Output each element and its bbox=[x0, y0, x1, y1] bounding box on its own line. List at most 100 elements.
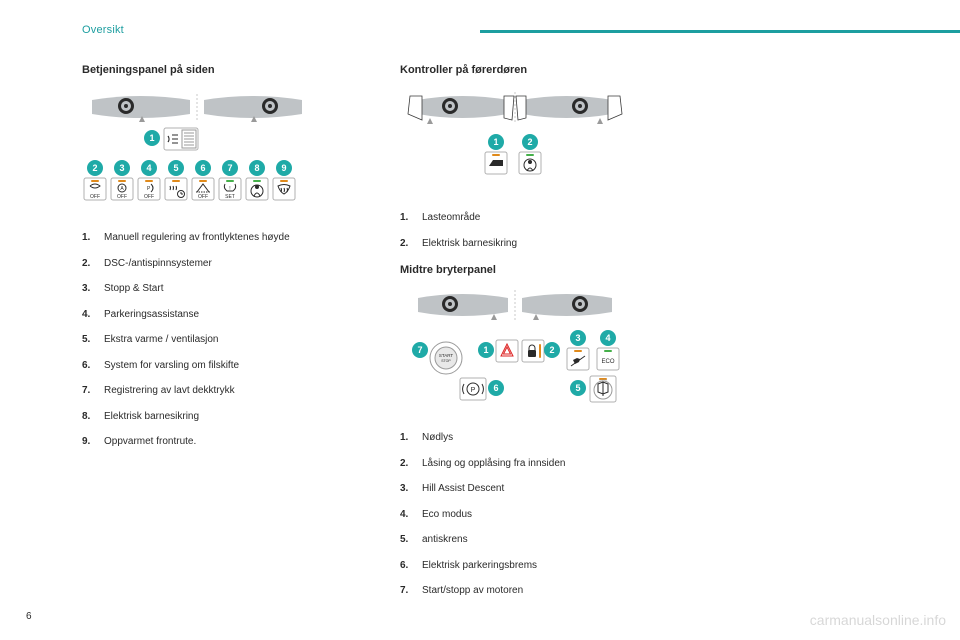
col-side-panel: Betjeningspanel på siden 1 bbox=[82, 54, 352, 610]
item-label: Låsing og opplåsing fra innsiden bbox=[422, 457, 565, 471]
hill-descent-icon bbox=[567, 348, 589, 370]
electric-parking-brake-icon: P bbox=[460, 378, 486, 400]
svg-text:OFF: OFF bbox=[90, 194, 100, 200]
list-item: 1. Lasteområde bbox=[400, 211, 670, 225]
header-title: Oversikt bbox=[82, 24, 124, 36]
item-label: Registrering av lavt dekktrykk bbox=[104, 384, 235, 398]
start-stop-icon: START STOP bbox=[430, 342, 462, 374]
dash-outline-doors bbox=[408, 92, 622, 124]
svg-text:P: P bbox=[471, 387, 476, 394]
item-label: Lasteområde bbox=[422, 211, 480, 225]
svg-text:2: 2 bbox=[527, 137, 532, 147]
item-label: Nødlys bbox=[422, 431, 453, 445]
item-label: Elektrisk parkeringsbrems bbox=[422, 559, 537, 573]
svg-text:4: 4 bbox=[146, 163, 151, 173]
centre-panel-illustration: 7 START STOP 1 bbox=[400, 286, 630, 406]
load-stability-icon: 10 20 bbox=[590, 376, 616, 402]
badge-6: 6 bbox=[195, 160, 211, 176]
item-num: 6. bbox=[400, 559, 414, 573]
list-item: 6.System for varsling om filskifte bbox=[82, 359, 352, 373]
item-num: 2. bbox=[400, 457, 414, 471]
cargo-area-icon bbox=[485, 152, 507, 174]
list-item: 2.Elektrisk barnesikring bbox=[400, 237, 670, 251]
badge-9: 9 bbox=[276, 160, 292, 176]
child-lock-icon bbox=[519, 152, 541, 174]
svg-text:ECO: ECO bbox=[601, 359, 614, 365]
list-item: 7.Start/stopp av motoren bbox=[400, 584, 670, 598]
svg-text:1: 1 bbox=[149, 133, 154, 143]
child-lock-icon bbox=[246, 178, 268, 200]
badge-2: 2 bbox=[544, 342, 560, 358]
badge-8: 8 bbox=[249, 160, 265, 176]
tpms-set-icon: ! SET bbox=[219, 178, 241, 200]
item-label: Hill Assist Descent bbox=[422, 482, 504, 496]
item-num: 9. bbox=[82, 435, 96, 449]
eco-icon: ECO bbox=[597, 348, 619, 370]
list-item: 8.Elektrisk barnesikring bbox=[82, 410, 352, 424]
item-num: 1. bbox=[400, 431, 414, 445]
lane-warning-off-icon: OFF bbox=[192, 178, 214, 200]
svg-text:OFF: OFF bbox=[144, 194, 154, 200]
badge-7: 7 bbox=[412, 342, 428, 358]
door-controls-list: 1. Lasteområde 2.Elektrisk barnesikring bbox=[400, 211, 670, 250]
item-num: 5. bbox=[82, 333, 96, 347]
headlight-leveling-icon bbox=[164, 128, 198, 150]
list-item: 4.Parkeringsassistanse bbox=[82, 308, 352, 322]
hazard-icon bbox=[496, 340, 518, 362]
item-num: 3. bbox=[400, 482, 414, 496]
item-num: 8. bbox=[82, 410, 96, 424]
item-num: 4. bbox=[400, 508, 414, 522]
section-title-door-controls: Kontroller på førerdøren bbox=[400, 64, 670, 76]
svg-text:7: 7 bbox=[417, 345, 422, 355]
svg-text:10 20: 10 20 bbox=[599, 379, 607, 383]
item-label: Oppvarmet frontrute. bbox=[104, 435, 196, 449]
side-panel-illustration: 1 2 3 4 5 6 7 8 bbox=[82, 86, 312, 206]
dsc-off-icon: OFF bbox=[84, 178, 106, 200]
park-assist-off-icon: P OFF bbox=[138, 178, 160, 200]
side-panel-list: 1.Manuell regulering av frontlyktenes hø… bbox=[82, 231, 352, 449]
item-label: Elektrisk barnesikring bbox=[422, 237, 517, 251]
list-item: 4. Eco modus bbox=[400, 508, 670, 522]
item-num: 5. bbox=[400, 533, 414, 547]
dash-outline-centre bbox=[418, 290, 612, 322]
svg-text:9: 9 bbox=[281, 163, 286, 173]
door-controls-illustration: 1 2 bbox=[400, 86, 630, 186]
badge-5: 5 bbox=[168, 160, 184, 176]
item-num: 4. bbox=[82, 308, 96, 322]
columns: Betjeningspanel på siden 1 bbox=[82, 54, 920, 610]
svg-text:3: 3 bbox=[119, 163, 124, 173]
list-item: 3. Hill Assist Descent bbox=[400, 482, 670, 496]
svg-text:3: 3 bbox=[575, 333, 580, 343]
lock-icon bbox=[522, 340, 544, 362]
list-item: 5.Ekstra varme / ventilasjon bbox=[82, 333, 352, 347]
svg-text:8: 8 bbox=[254, 163, 259, 173]
section-title-side-panel: Betjeningspanel på siden bbox=[82, 64, 352, 76]
badge-7: 7 bbox=[222, 160, 238, 176]
watermark: carmanualsonline.info bbox=[810, 612, 946, 628]
list-item: 2. Låsing og opplåsing fra innsiden bbox=[400, 457, 670, 471]
svg-text:5: 5 bbox=[173, 163, 178, 173]
badge-4: 4 bbox=[141, 160, 157, 176]
list-item: 1. Nødlys bbox=[400, 431, 670, 445]
badge-4: 4 bbox=[600, 330, 616, 346]
svg-text:1: 1 bbox=[493, 137, 498, 147]
centre-panel-list: 1. Nødlys 2. Låsing og opplåsing fra innsi… bbox=[400, 431, 670, 598]
item-label: antiskrens bbox=[422, 533, 468, 547]
list-item: 9. Oppvarmet frontrute. bbox=[82, 435, 352, 449]
svg-text:2: 2 bbox=[549, 345, 554, 355]
badge-2: 2 bbox=[87, 160, 103, 176]
svg-text:6: 6 bbox=[493, 383, 498, 393]
svg-text:5: 5 bbox=[575, 383, 580, 393]
svg-text:6: 6 bbox=[200, 163, 205, 173]
item-num: 7. bbox=[82, 384, 96, 398]
heating-timer-icon bbox=[165, 178, 187, 200]
list-item: 7. Registrering av lavt dekktrykk bbox=[82, 384, 352, 398]
badge-6: 6 bbox=[488, 380, 504, 396]
list-item: 2.DSC-/antispinnsystemer bbox=[82, 257, 352, 271]
list-item: 6. Elektrisk parkeringsbrems bbox=[400, 559, 670, 573]
item-num: 1. bbox=[400, 211, 414, 225]
item-num: 7. bbox=[400, 584, 414, 598]
item-label: Eco modus bbox=[422, 508, 472, 522]
svg-text:7: 7 bbox=[227, 163, 232, 173]
svg-text:START: START bbox=[439, 353, 454, 358]
